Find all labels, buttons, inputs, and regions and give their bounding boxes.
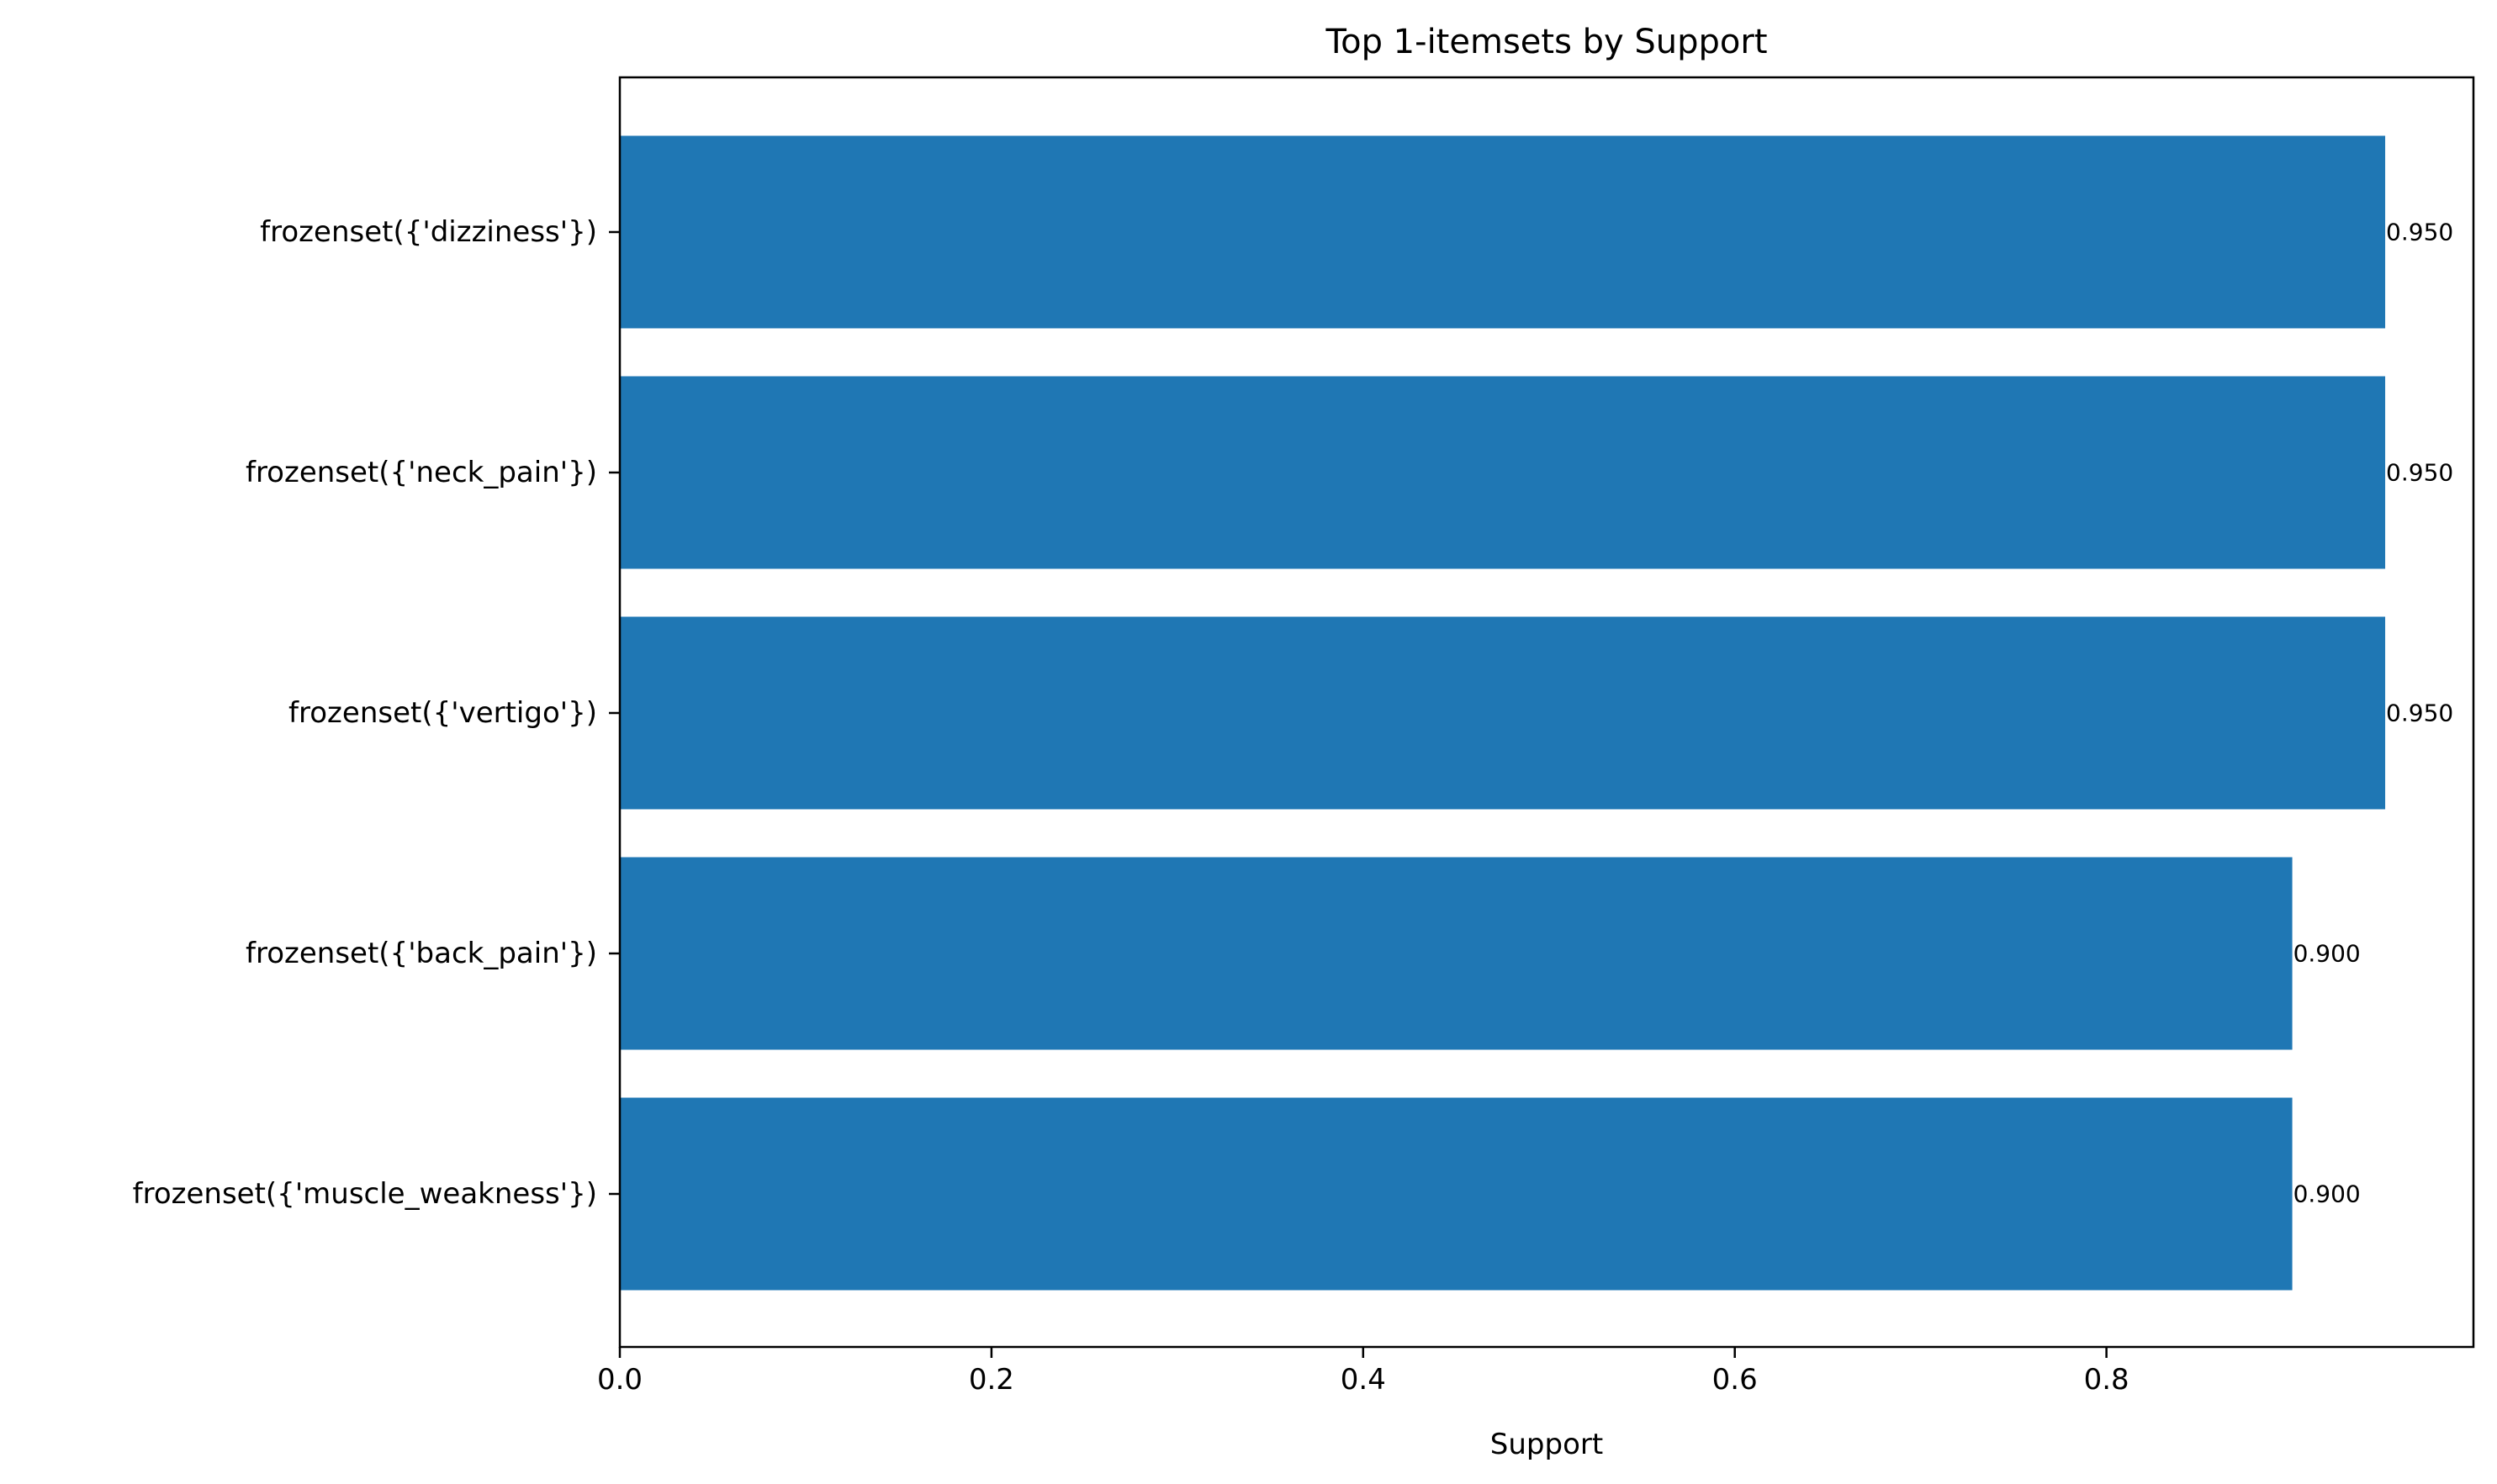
y-tick-label-muscle-weakness: frozenset({'muscle_weakness'}) [133,1177,597,1211]
data-label-dizziness: 0.950 [2386,219,2453,246]
y-tick-label-neck-pain: frozenset({'neck_pain'}) [246,456,597,489]
x-tick-label-0-0: 0.0 [597,1363,643,1397]
y-tick-label-dizziness: frozenset({'dizziness'}) [260,215,597,249]
x-tick-label-0-4: 0.4 [1341,1363,1386,1397]
x-tick-label-0-6: 0.6 [1712,1363,1758,1397]
data-label-vertigo: 0.950 [2386,700,2453,727]
x-tick-label-0-2: 0.2 [969,1363,1014,1397]
bar-vertigo [620,616,2386,810]
bar-neck-pain [620,376,2386,569]
data-label-muscle-weakness: 0.900 [2293,1180,2361,1208]
plot-frame [618,76,2475,1349]
bar-dizziness [620,135,2386,329]
x-tick-label-0-8: 0.8 [2084,1363,2129,1397]
bar-muscle-weakness [620,1097,2293,1291]
data-labels-layer: 0.950 0.950 0.950 0.900 0.900 [2293,219,2454,1208]
x-axis-ticks: 0.0 0.2 0.4 0.6 0.8 [597,1347,2129,1397]
bars-layer [620,135,2386,1291]
bar-back-pain [620,857,2293,1050]
y-tick-label-vertigo: frozenset({'vertigo'}) [288,696,597,730]
y-axis-ticks: frozenset({'dizziness'}) frozenset({'neck… [133,215,620,1211]
y-tick-label-back-pain: frozenset({'back_pain'}) [246,937,597,970]
chart-title: Top 1-itemsets by Support [1325,23,1767,61]
data-label-neck-pain: 0.950 [2386,459,2453,487]
data-label-back-pain: 0.900 [2293,940,2361,968]
x-axis-label: Support [1490,1428,1603,1461]
